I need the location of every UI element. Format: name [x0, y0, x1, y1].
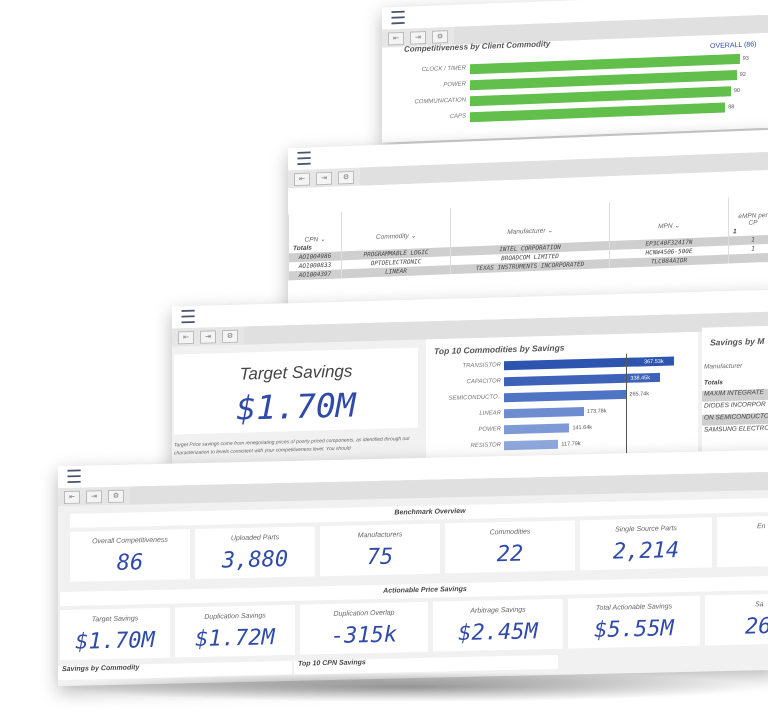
chevron-down-icon[interactable]: ⌄: [320, 235, 326, 244]
settings-icon[interactable]: ⚙: [432, 29, 448, 44]
bar-label: CAPS: [449, 113, 466, 121]
bar-label: TRANSISTOR: [462, 362, 501, 370]
kpi-card[interactable]: Arbitrage Savings $2.45M: [433, 598, 563, 652]
target-savings-card[interactable]: Target Savings $1.70M: [174, 347, 418, 435]
target-savings-value: $1.70M: [236, 385, 356, 428]
settings-icon[interactable]: ⚙: [108, 489, 124, 503]
mfr-card-title: Savings by M: [710, 335, 765, 348]
bar-value: 88: [728, 104, 735, 111]
chart-axis-line: [626, 353, 628, 464]
bar-label: POWER: [478, 426, 501, 433]
bar-fill: [470, 102, 726, 123]
kpi-card[interactable]: Commodities 22: [445, 520, 575, 574]
kpi-card[interactable]: Total Actionable Savings $5.55M: [568, 595, 700, 649]
kpi-card[interactable]: Sa 26: [705, 593, 768, 646]
kpi-card[interactable]: Duplication Savings $1.72M: [175, 604, 295, 658]
bar-value: 93: [742, 55, 749, 62]
bar-label: CAPACITOR: [466, 378, 501, 386]
list-item[interactable]: SAMSUNG ELECTRO: [704, 424, 768, 434]
list-item[interactable]: ON SEMICONDUCTO: [702, 412, 768, 426]
kpi-card[interactable]: Uploaded Parts 3,880: [195, 526, 315, 580]
bar-value: 117.79k: [561, 440, 581, 448]
forward-icon[interactable]: ⇥: [316, 171, 332, 185]
forward-icon[interactable]: ⇥: [410, 30, 426, 45]
bar-value: 367.53k: [644, 358, 664, 365]
back-icon[interactable]: ⇤: [388, 31, 404, 45]
column-header-cpn[interactable]: CPN ⌄: [288, 212, 342, 245]
hamburger-menu-icon[interactable]: ☰: [296, 148, 313, 170]
bar-value: 92: [739, 71, 746, 78]
mfr-column-header[interactable]: Manufacturer: [704, 362, 743, 371]
bar-value: 338.45k: [630, 374, 650, 382]
savings-panel: ☰ ⇤ ⇥ ⚙ Target Savings $1.70M Target Pri…: [172, 289, 768, 477]
kpi-card[interactable]: Manufacturers 75: [320, 523, 440, 577]
kpi-card[interactable]: Overall Competitiveness 86: [70, 529, 190, 582]
column-header-commodity[interactable]: Commodity ⌄: [341, 208, 451, 243]
bar-label: SEMICONDUCTO..: [448, 394, 501, 402]
bar-fill: [504, 423, 570, 435]
commodity-savings-bar[interactable]: RESISTOR 117.79k: [470, 436, 674, 451]
floor-shadow: [60, 672, 760, 702]
settings-icon[interactable]: ⚙: [222, 329, 238, 343]
column-header-mpn[interactable]: MPN ⌄: [609, 197, 729, 233]
back-icon[interactable]: ⇤: [294, 172, 310, 186]
hamburger-menu-icon[interactable]: ☰: [180, 306, 197, 328]
forward-icon[interactable]: ⇥: [86, 489, 102, 504]
bar-value: 265.74k: [629, 390, 649, 398]
dashboard-panel: ☰ ⇤ ⇥ ⚙ Benchmark Overview Overall Compe…: [58, 449, 768, 687]
bar-value: 141.64k: [572, 424, 593, 431]
bar-label: LINEAR: [479, 410, 501, 417]
bar-value: 173.78k: [586, 407, 607, 415]
bar-label: RESISTOR: [470, 442, 501, 450]
target-savings-title: Target Savings: [239, 361, 353, 384]
settings-icon[interactable]: ⚙: [338, 170, 354, 184]
bar-label: POWER: [443, 81, 466, 89]
back-icon[interactable]: ⇤: [64, 490, 80, 504]
column-header-empn[interactable]: eMPN per CP: [728, 195, 768, 228]
bar-fill: [504, 407, 584, 419]
kpi-card[interactable]: Target Savings $1.70M: [60, 607, 170, 661]
top10-chart-title: Top 10 Commodities by Savings: [434, 342, 565, 357]
kpi-card[interactable]: Duplication Overlap -315k: [300, 601, 428, 655]
top10-commodities-card: Top 10 Commodities by Savings TRANSISTOR…: [426, 331, 698, 470]
bar-label: COMMUNICATION: [414, 97, 466, 106]
parts-table-panel: ☰ ⇤ ⇥ ⚙ CPN ⌄ Commodity ⌄ Manufacturer ⌄…: [288, 129, 768, 309]
list-item[interactable]: DIODES INCORPOR: [704, 400, 766, 410]
parts-table: CPN ⌄ Commodity ⌄ Manufacturer ⌄ MPN ⌄ e…: [288, 195, 768, 281]
commodity-savings-bar[interactable]: POWER 141.64k: [478, 420, 674, 435]
bar-label: CLOCK / TIMER: [421, 65, 466, 74]
overall-score-label[interactable]: OVERALL (86): [710, 41, 757, 51]
chevron-down-icon[interactable]: ⌄: [547, 227, 553, 235]
competitiveness-panel: ☰ ⇤ ⇥ ⚙ Competitiveness by Client Commod…: [382, 0, 768, 143]
target-savings-note: Target Price savings come from renegotia…: [174, 435, 410, 456]
kpi-card[interactable]: Single Source Parts 2,214: [580, 517, 712, 571]
chevron-down-icon[interactable]: ⌄: [410, 232, 417, 240]
hamburger-menu-icon[interactable]: ☰: [390, 7, 407, 29]
hamburger-menu-icon[interactable]: ☰: [66, 466, 83, 487]
back-icon[interactable]: ⇤: [178, 330, 194, 344]
kpi-card[interactable]: En: [717, 515, 768, 568]
bar-fill: [504, 389, 627, 403]
commodity-savings-bar[interactable]: LINEAR 173.78k: [479, 404, 674, 419]
forward-icon[interactable]: ⇥: [200, 329, 216, 344]
commodity-savings-bar[interactable]: TRANSISTOR 367.53k: [462, 356, 674, 371]
chevron-down-icon[interactable]: ⌄: [674, 222, 680, 230]
commodity-savings-bar[interactable]: SEMICONDUCTO.. 265.74k: [448, 388, 674, 403]
savings-by-manufacturer-card: Savings by M Manufacturer Totals MAXIM I…: [702, 325, 768, 462]
bar-value: 90: [734, 87, 741, 95]
list-item[interactable]: MAXIM INTEGRATE: [702, 388, 768, 402]
bar-fill: [504, 439, 559, 451]
commodity-savings-bar[interactable]: CAPACITOR 338.45k: [467, 372, 674, 387]
